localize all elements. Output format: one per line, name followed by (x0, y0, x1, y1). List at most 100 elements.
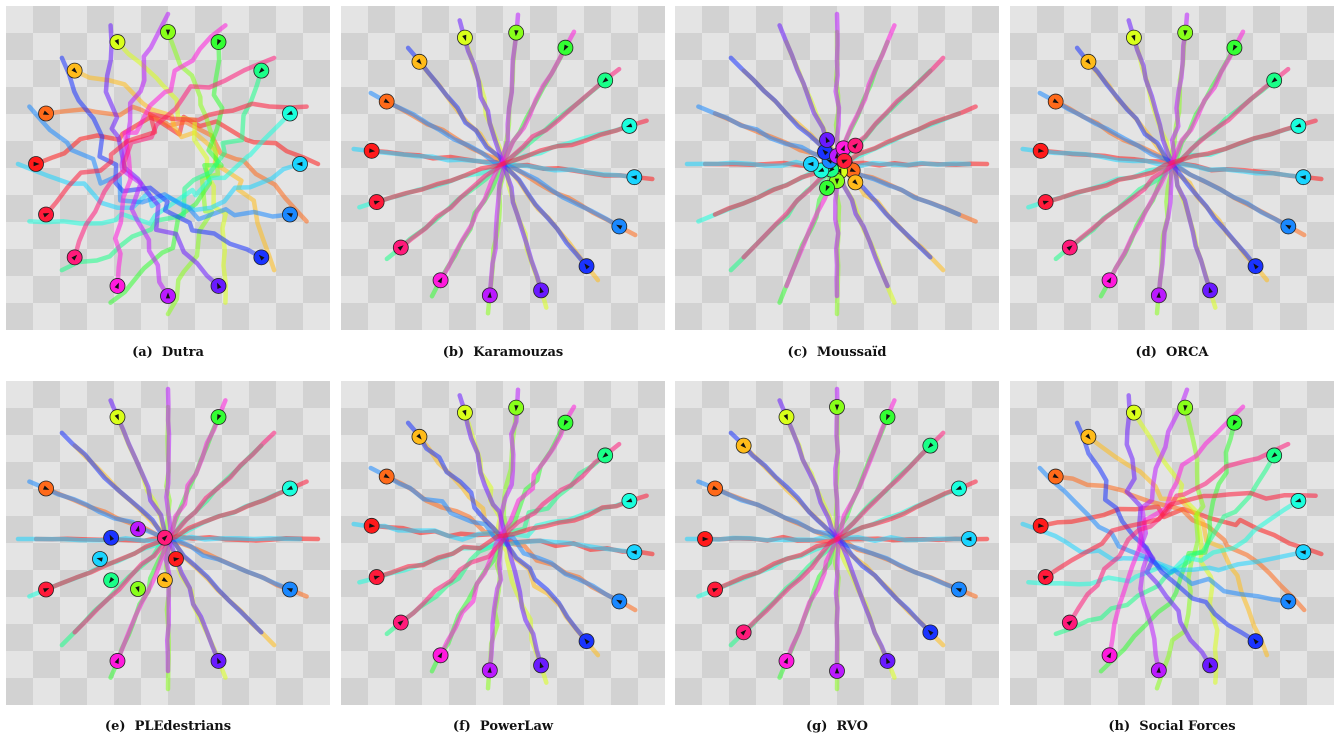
caption-label: (c) (787, 345, 808, 360)
trajectories (351, 12, 655, 316)
trajectory-line (1098, 420, 1237, 674)
agent-marker (411, 428, 428, 445)
agent-marker (378, 468, 395, 485)
agent-marker (697, 531, 713, 547)
caption-label: (b) (442, 345, 465, 360)
caption-moussaid: (c) Moussaïd (675, 345, 999, 360)
trajectories (1020, 387, 1324, 691)
agent-marker (597, 72, 614, 89)
agent-marker (109, 278, 126, 294)
agent-marker (1032, 142, 1049, 159)
agent-marker (130, 521, 146, 537)
agent-marker (508, 399, 525, 416)
trajectory-line (72, 55, 277, 260)
agent-marker (92, 551, 108, 567)
trajectory-line (27, 104, 293, 222)
agent-marker (829, 663, 845, 679)
agent-marker (621, 118, 638, 134)
agent-marker (156, 529, 173, 546)
simulation-plot (341, 6, 665, 330)
agent-marker (282, 581, 298, 598)
trajectory-line (1053, 453, 1277, 637)
agent-marker (481, 287, 498, 304)
agent-marker (1295, 169, 1312, 186)
trajectories (15, 11, 321, 317)
agent-marker (778, 653, 795, 669)
panel-orca (1010, 6, 1334, 330)
agent-marker (1032, 517, 1049, 534)
agent-marker (292, 156, 308, 172)
agent-marker (109, 34, 126, 50)
trajectory-line (741, 430, 946, 635)
agent-marker (109, 409, 126, 425)
trajectory-line (374, 118, 649, 205)
agent-marker (378, 93, 395, 110)
trajectory-line (398, 66, 622, 250)
agent-marker (1080, 428, 1097, 445)
agent-marker (368, 569, 385, 585)
agent-marker (1247, 633, 1264, 650)
trajectory-line (43, 104, 309, 224)
agent-marker (392, 239, 409, 256)
agent-marker (819, 132, 835, 148)
agent-marker (951, 480, 967, 497)
agent-marker (1266, 72, 1283, 89)
agent-marker (363, 517, 380, 534)
trajectory-line (1131, 410, 1220, 685)
trajectory-line (112, 23, 228, 289)
trajectory-line (119, 11, 171, 299)
agent-marker (160, 288, 176, 304)
caption-label: (d) (1135, 345, 1157, 360)
simulation-plot (6, 6, 330, 330)
panel-dutra (6, 6, 330, 330)
trajectories (351, 387, 655, 691)
trajectories (1020, 12, 1324, 316)
agent-marker (707, 480, 723, 497)
agent-marker (1177, 399, 1194, 416)
agent-marker (1226, 414, 1243, 431)
agent-marker (1126, 404, 1142, 421)
caption-label: (g) (806, 719, 828, 734)
agent-marker (961, 531, 977, 547)
agent-marker (951, 581, 967, 598)
trajectory-line (115, 398, 228, 664)
panel-pledestrians (6, 381, 330, 705)
agent-marker (508, 24, 525, 41)
agent-marker (282, 206, 298, 223)
panel-moussaid (675, 6, 999, 330)
agent-marker (1150, 662, 1167, 679)
simulation-plot (1010, 6, 1334, 330)
agent-marker (481, 662, 498, 679)
caption-name: Social Forces (1139, 719, 1236, 734)
agent-marker (879, 409, 896, 425)
trajectory-line (357, 498, 632, 585)
agent-marker (457, 29, 473, 46)
agent-marker (626, 544, 643, 561)
agent-marker (1247, 258, 1264, 275)
trajectory-line (487, 387, 521, 673)
agent-marker (836, 153, 853, 169)
agent-marker (168, 551, 184, 567)
trajectory-line (43, 101, 309, 217)
agent-marker (829, 399, 845, 415)
agent-marker (1061, 614, 1078, 631)
agent-marker (1101, 647, 1118, 664)
simulation-plot (341, 381, 665, 705)
agents (697, 399, 977, 679)
caption-karamouzas: (b) Karamouzas (341, 345, 665, 360)
caption-label: (e) (104, 719, 126, 734)
agent-marker (1202, 282, 1218, 299)
agent-marker (282, 105, 298, 122)
agents (38, 409, 298, 669)
trajectory-line (487, 12, 521, 298)
panel-rvo (675, 381, 999, 705)
trajectory-line (351, 146, 637, 180)
agent-marker (66, 249, 83, 266)
agent-marker (368, 194, 385, 210)
agent-marker (411, 53, 428, 70)
caption-name: ORCA (1165, 345, 1209, 360)
agents (1032, 24, 1312, 304)
agent-marker (1280, 593, 1297, 610)
agent-marker (210, 653, 227, 669)
agent-marker (1280, 218, 1297, 235)
